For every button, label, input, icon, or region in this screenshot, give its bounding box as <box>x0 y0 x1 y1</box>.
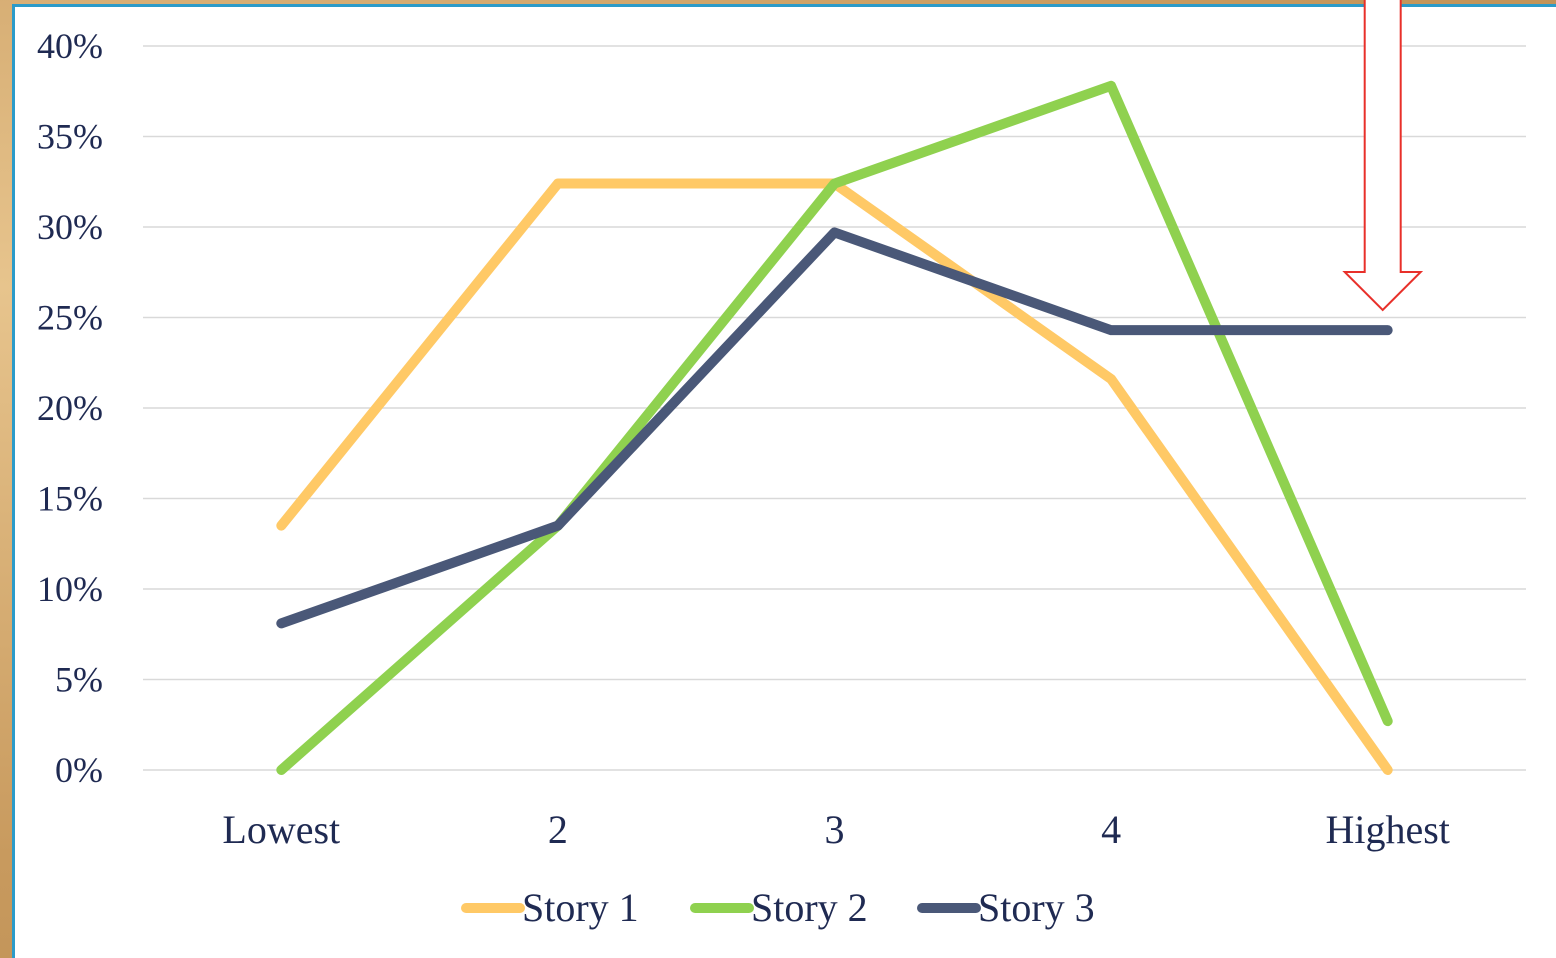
x-tick-label: 2 <box>548 807 568 852</box>
series-line-3 <box>276 227 1393 629</box>
annotation-arrow <box>1342 0 1424 312</box>
y-tick-label: 10% <box>37 569 103 609</box>
y-tick-label: 30% <box>37 207 103 247</box>
y-tick-label: 40% <box>37 26 103 66</box>
legend: Story 1 Story 2 Story 3 <box>461 885 1095 930</box>
series-line-2 <box>276 80 1393 775</box>
series-group <box>276 80 1393 775</box>
legend-label-3: Story 3 <box>978 885 1095 930</box>
y-axis: 0% 5% 10% 15% 20% 25% 30% 35% 40% <box>37 26 103 790</box>
y-tick-label: 20% <box>37 388 103 428</box>
y-tick-label: 0% <box>55 750 103 790</box>
x-tick-label: 4 <box>1101 807 1121 852</box>
chart-card <box>12 4 1556 958</box>
x-tick-label: Highest <box>1325 807 1449 852</box>
y-tick-label: 5% <box>55 660 103 700</box>
x-tick-label: Lowest <box>222 807 340 852</box>
y-tick-label: 35% <box>37 117 103 157</box>
y-tick-label: 25% <box>37 298 103 338</box>
x-tick-label: 3 <box>825 807 845 852</box>
legend-label-1: Story 1 <box>522 885 639 930</box>
legend-label-2: Story 2 <box>751 885 868 930</box>
x-axis: Lowest 2 3 4 Highest <box>222 807 1450 852</box>
y-tick-label: 15% <box>37 479 103 519</box>
gridlines <box>143 45 1526 771</box>
series-line-1 <box>276 178 1393 775</box>
down-arrow-icon <box>1342 0 1424 312</box>
